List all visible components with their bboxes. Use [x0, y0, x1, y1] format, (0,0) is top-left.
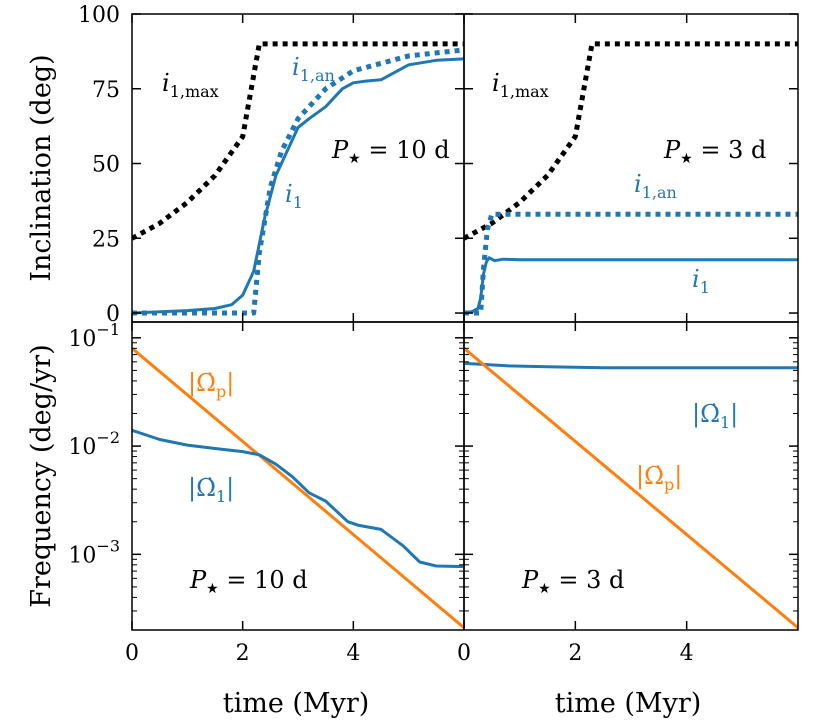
series-line-i-1-top-right [464, 256, 798, 315]
label-omega-1-bl: |Ω̇1| [188, 474, 234, 506]
x-tick-label: 4 [680, 641, 694, 666]
y-tick-label: 10−3 [68, 536, 120, 568]
y-tick-label: 100 [78, 3, 120, 28]
label-i1-tr: i1 [692, 265, 710, 297]
series-line--domega-p--bottom-left [132, 347, 464, 629]
x-tick-label: 0 [125, 641, 139, 666]
panel-frequency-3d: 0 2 4 [457, 321, 799, 666]
panel-frequency-10d: 0 2 4 10−1 10−2 10−3 [68, 320, 465, 666]
y-tick-label: 25 [92, 227, 120, 252]
y-tick-label: 50 [92, 153, 120, 178]
y-tick-label: 0 [106, 302, 120, 327]
x-tick-label: 2 [236, 641, 250, 666]
panel-inclination-3d [463, 13, 799, 323]
series-line-i-1-max-top-right [464, 41, 798, 241]
series-line-i-1-an-top-right [464, 211, 798, 316]
x-tick-label: 4 [346, 641, 360, 666]
y-tick-label: 10−1 [68, 320, 120, 352]
label-i1max-tl: i1,max [162, 69, 219, 101]
label-pstar-10d-top: P★ = 10 d [331, 136, 450, 167]
label-omega-1-br: |Ω̇1| [692, 400, 738, 432]
label-pstar-3d-bottom: P★ = 3 d [521, 566, 624, 597]
axes-frame [463, 321, 799, 631]
panel-inclination-10d: 0 25 50 75 100 [78, 3, 465, 327]
label-i1an-tl: i1,an [292, 53, 335, 85]
label-i1an-tr: i1,an [634, 170, 677, 202]
x-axis-title-right: time (Myr) [555, 688, 702, 719]
series-line--domega-1--bottom-left [132, 428, 464, 569]
axes-frame [463, 13, 799, 323]
y-axis-title-top: Inclination (deg) [26, 54, 57, 281]
label-omega-p-bl: |Ω̇p| [188, 369, 234, 401]
x-axis-title-left: time (Myr) [223, 688, 370, 719]
series-line--domega-1--bottom-right [464, 361, 798, 370]
label-pstar-3d-top: P★ = 3 d [663, 136, 766, 167]
label-i1max-tr: i1,max [492, 69, 549, 101]
series-line--domega-p--bottom-right [464, 347, 798, 629]
label-pstar-10d-bottom: P★ = 10 d [189, 566, 308, 597]
x-tick-label: 0 [457, 641, 471, 666]
y-axis-title-bottom: Frequency (deg/yr) [26, 344, 57, 608]
label-i1-tl: i1 [285, 180, 303, 212]
y-tick-label: 75 [92, 78, 120, 103]
series-line-i-1-an-top-left [132, 47, 464, 316]
series-line-i-1-top-left [132, 57, 464, 315]
y-tick-label: 10−2 [68, 428, 120, 460]
label-omega-p-br: |Ω̇p| [636, 462, 682, 494]
x-tick-label: 2 [568, 641, 582, 666]
